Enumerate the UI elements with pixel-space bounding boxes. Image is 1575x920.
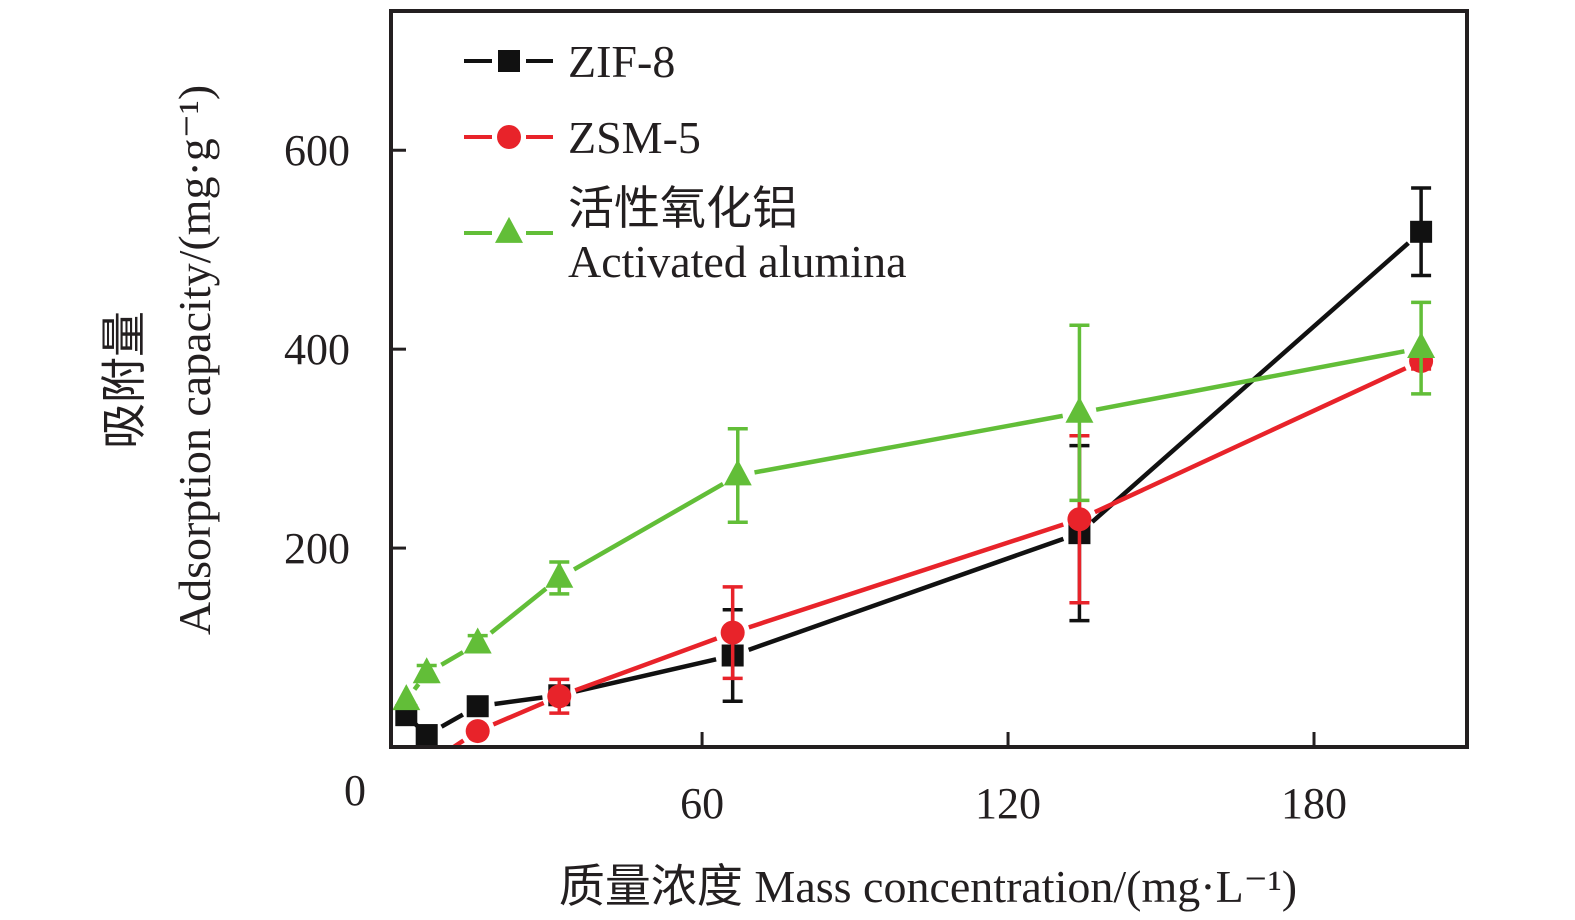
data-point-circle (547, 684, 572, 709)
x-axis-title: 质量浓度 Mass concentration/(mg·L⁻¹) (559, 861, 1297, 912)
legend-marker-triangle (495, 216, 523, 243)
legend-label: ZIF-8 (568, 36, 675, 87)
series-line-segment (492, 700, 545, 727)
y-axis-title-en-group: Adsorption capacity/(mg·g⁻¹) (169, 85, 220, 635)
data-point-circle (465, 719, 490, 744)
data-point-circle (1067, 507, 1092, 532)
data-point-triangle (545, 561, 574, 588)
y-tick-label: 600 (284, 126, 350, 175)
series-line-segment (440, 650, 465, 667)
legend-item: ZSM-5 (464, 112, 701, 163)
x-tick-label: 180 (1281, 779, 1347, 828)
data-point-square (415, 724, 438, 747)
series-line-segment (747, 536, 1065, 652)
y-axis-title-en: Adsorption capacity/(mg·g⁻¹) (169, 85, 220, 635)
legend-marker-circle (497, 125, 521, 149)
legend-label: ZSM-5 (568, 112, 701, 163)
legend-label: 活性氧化铝 (568, 183, 798, 234)
series-line-segment (440, 712, 465, 729)
legend-label: Activated alumina (568, 236, 907, 287)
data-point-circle (415, 753, 439, 777)
series-1 (395, 186, 1433, 747)
legend-marker-square (498, 50, 520, 72)
series-line-segment (748, 522, 1064, 630)
series-layer (392, 186, 1436, 777)
data-point-triangle (463, 627, 492, 654)
series-line-segment (754, 413, 1064, 475)
series-line-segment (489, 586, 548, 635)
data-point-triangle (392, 684, 421, 711)
data-point-triangle (412, 657, 441, 684)
x-tick-label: 120 (975, 779, 1041, 828)
series-line-segment (574, 636, 718, 693)
y-axis-title: 吸附量 (99, 311, 150, 449)
legend-item: ZIF-8 (464, 36, 675, 87)
series-line-segment (1095, 349, 1405, 412)
origin-label: 0 (344, 766, 366, 815)
series-line-segment (412, 682, 421, 691)
data-point-triangle (1407, 332, 1436, 359)
data-point-triangle (723, 459, 752, 486)
data-point-square (466, 695, 489, 718)
series-3 (392, 300, 1436, 711)
series-line-segment (449, 738, 465, 747)
series-2 (415, 349, 1434, 777)
y-tick-label: 200 (284, 524, 350, 573)
x-tick-label: 60 (680, 779, 724, 828)
series-line-segment (1093, 366, 1407, 515)
ticks-layer: 60 120 180 200 400 600 (284, 126, 1347, 828)
series-line-segment (494, 695, 543, 707)
data-point-square (1410, 220, 1433, 243)
series-line-segment (575, 657, 717, 694)
plot-frame (389, 9, 1469, 749)
y-tick-label: 400 (284, 325, 350, 374)
data-point-circle (720, 620, 745, 645)
data-point-triangle (1065, 396, 1094, 423)
y-axis-title-cn: 吸附量 (99, 311, 150, 449)
series-line-segment (572, 481, 725, 572)
